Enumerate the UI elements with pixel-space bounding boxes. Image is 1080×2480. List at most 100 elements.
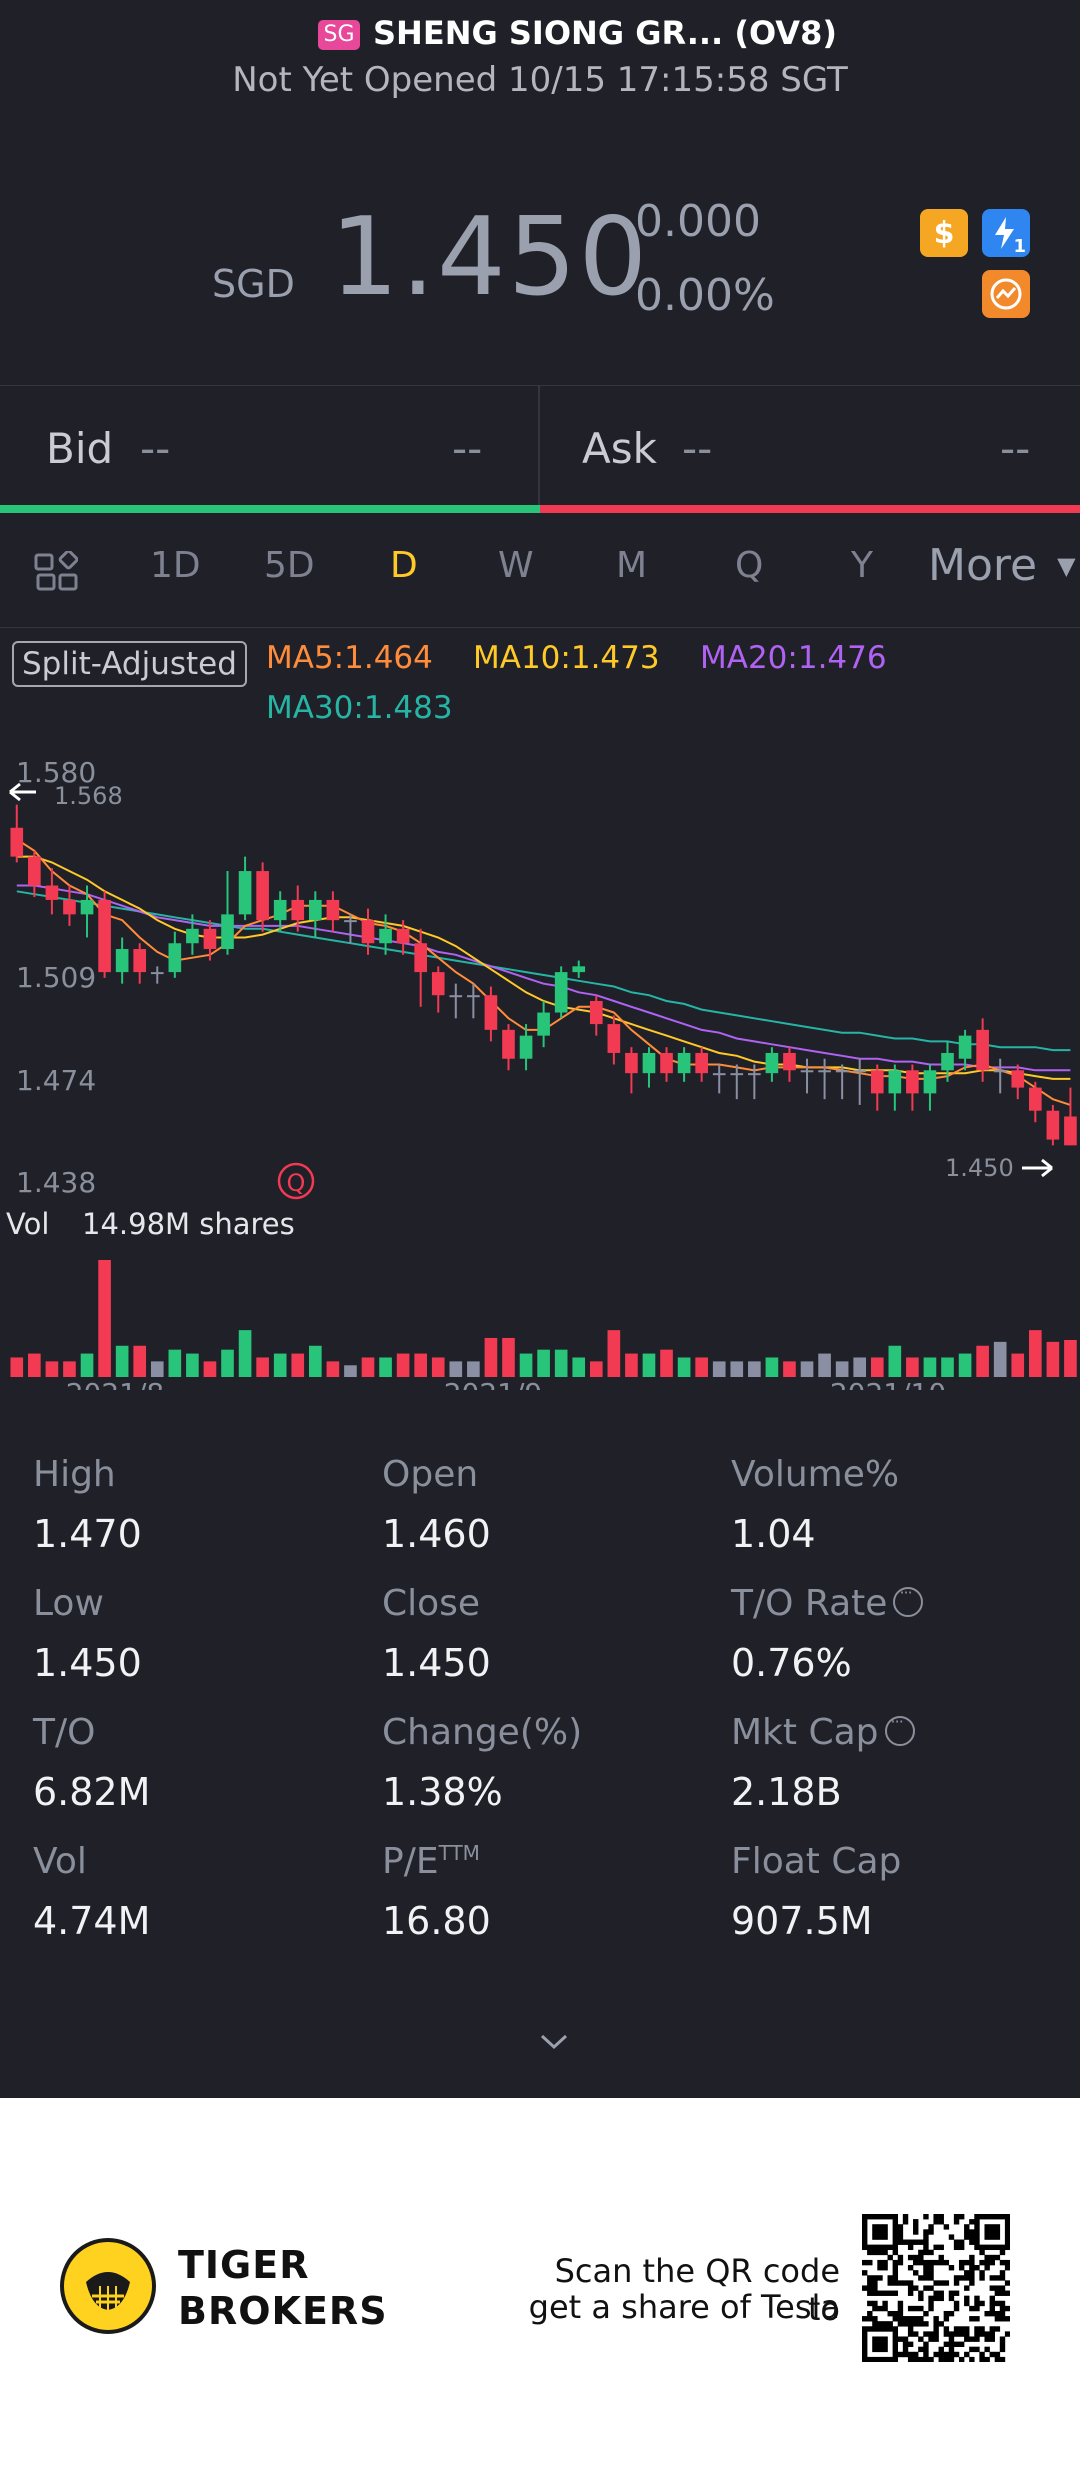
candle-body: [45, 885, 59, 900]
x-tick-label: 2021/8: [66, 1377, 165, 1390]
volume-bar: [150, 1361, 164, 1377]
pe-value: 16.80: [382, 1899, 491, 1943]
to-rate-label-text: T/O Rate: [731, 1583, 888, 1624]
volume-bar: [344, 1365, 357, 1377]
volume-bar: [730, 1361, 744, 1377]
tab-w[interactable]: W: [498, 545, 534, 586]
volume-bar: [642, 1353, 656, 1377]
candle-body: [800, 1070, 814, 1073]
candle-body: [870, 1070, 884, 1094]
volume-percent-value: 1.04: [731, 1512, 816, 1556]
promo-footer: [0, 2098, 1080, 2480]
candle-body: [765, 1052, 779, 1074]
volume-bar: [993, 1341, 1007, 1377]
volume-bar: [589, 1361, 603, 1377]
candle-body: [502, 1029, 515, 1059]
volume-bar: [203, 1361, 217, 1377]
volume-bar: [976, 1345, 989, 1377]
volume-bar: [431, 1357, 445, 1377]
mkt-cap-value: 2.18B: [731, 1770, 842, 1814]
x-tick-label: 2021/10: [830, 1377, 946, 1390]
candle-body: [150, 972, 164, 975]
candle-body: [993, 1070, 1007, 1073]
volume-bar: [660, 1349, 673, 1377]
candle-body: [414, 943, 428, 973]
volume-bar: [800, 1361, 814, 1377]
candle-body: [63, 899, 76, 915]
candle-body: [10, 827, 24, 857]
info-icon[interactable]: [884, 1712, 915, 1746]
candle-body: [449, 995, 463, 998]
tab-m[interactable]: M: [616, 545, 648, 586]
tab-1d[interactable]: 1D: [150, 545, 201, 586]
volume-bar: [449, 1361, 463, 1377]
candle-body: [835, 1070, 849, 1073]
split-adjusted-toggle[interactable]: Split-Adjusted: [12, 641, 247, 687]
tab-q[interactable]: Q: [735, 545, 764, 586]
tab-more-label: More: [928, 540, 1038, 591]
volume-bar: [414, 1353, 428, 1377]
candle-body: [589, 1000, 603, 1025]
tab-y[interactable]: Y: [851, 545, 873, 586]
info-icon[interactable]: [893, 1583, 924, 1617]
promo-text-line1: Scan the QR code to: [554, 2252, 840, 2328]
volume-bar: [326, 1361, 340, 1377]
period-tabs: 1D 5D D W M Q Y More ▼: [0, 515, 1080, 628]
candle-body: [572, 966, 586, 973]
x-tick-label: 2021/9: [444, 1377, 543, 1390]
candle-body: [344, 920, 357, 923]
pe-ttm-sup: TTM: [438, 1841, 480, 1865]
brand-name-line1: TIGER: [178, 2243, 310, 2287]
candle-body: [238, 871, 252, 915]
y-tick-label: 1.509: [16, 961, 96, 994]
candle-body: [958, 1035, 972, 1059]
volume-bar: [1064, 1339, 1077, 1377]
price-change-percent: 0.00%: [635, 270, 775, 321]
volume-bar: [379, 1357, 392, 1377]
grid-layout-icon[interactable]: [34, 549, 79, 599]
tab-5d[interactable]: 5D: [264, 545, 315, 586]
ma30-value: MA30:1.483: [266, 690, 453, 726]
quarter-marker-label: Q: [287, 1169, 306, 1197]
volume-bar: [63, 1361, 76, 1377]
pe-label: P/ETTM: [382, 1841, 480, 1882]
stock-title[interactable]: SHENG SIONG GR... (OV8): [373, 14, 837, 52]
candle-body: [1011, 1070, 1025, 1088]
candle-body: [976, 1029, 989, 1071]
volume-bar: [958, 1353, 972, 1377]
candle-body: [695, 1052, 708, 1074]
chevron-down-icon: ▼: [1057, 552, 1076, 580]
candle-body: [818, 1070, 831, 1073]
mkt-cap-label: Mkt Cap: [731, 1712, 915, 1753]
volume-bar: [870, 1357, 884, 1377]
arrow-left-icon: [9, 782, 36, 802]
volume-bar: [186, 1353, 199, 1377]
candle-body: [326, 899, 340, 921]
chart-badge-icon[interactable]: [982, 270, 1030, 318]
high-label: High: [33, 1454, 116, 1495]
volume-bar: [554, 1349, 568, 1377]
tab-d[interactable]: D: [390, 545, 418, 586]
candle-body: [484, 995, 498, 1030]
volume-bar: [695, 1357, 708, 1377]
float-cap-value: 907.5M: [731, 1899, 873, 1943]
qr-code: [862, 2214, 1010, 2362]
candle-body: [642, 1052, 656, 1074]
volume-bar: [273, 1353, 287, 1377]
dollar-badge-icon[interactable]: $: [920, 209, 968, 257]
to-rate-value: 0.76%: [731, 1641, 852, 1685]
tab-more[interactable]: More ▼: [928, 540, 1076, 591]
lightning-badge-icon[interactable]: 1: [982, 209, 1030, 257]
flash-badge-count: 1: [1013, 236, 1026, 257]
candle-body: [1046, 1110, 1060, 1140]
bid-price: --: [140, 424, 171, 473]
quarter-report-marker[interactable]: Q: [277, 1162, 315, 1200]
volume-bar: [607, 1330, 621, 1377]
low-value: 1.450: [33, 1641, 142, 1685]
volume-bar: [238, 1330, 252, 1377]
mkt-cap-label-text: Mkt Cap: [731, 1712, 879, 1753]
volume-bar: [484, 1337, 498, 1377]
candle-body: [888, 1070, 902, 1094]
candlestick-chart[interactable]: 1.580 1.509 1.474 1.438 1.568 1.450 Q Vo…: [0, 740, 1080, 1390]
expand-chevron-icon[interactable]: [534, 2028, 574, 2058]
